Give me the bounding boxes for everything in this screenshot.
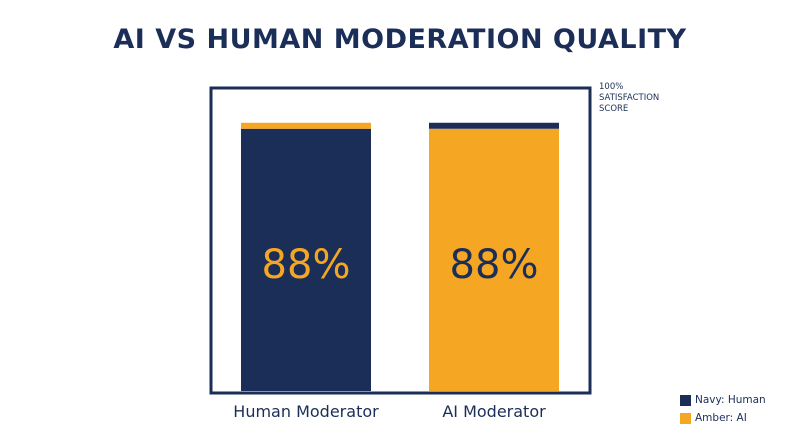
legend-item-human: Navy: Human (680, 392, 766, 408)
legend-swatch-amber (680, 412, 691, 424)
satisfaction-score-note: 100% SATISFACTION SCORE (599, 82, 659, 115)
category-label-ai: AI Moderator (442, 402, 546, 421)
top-note-line2: SATISFACTION (599, 93, 660, 103)
legend-label-ai: Amber: AI (695, 412, 747, 424)
bar-cap-ai (429, 122, 559, 129)
legend-item-ai: Amber: AI (680, 410, 766, 426)
bar-cap-human (241, 122, 371, 129)
legend-label-human: Navy: Human (695, 394, 766, 406)
top-note-line1: 100% (599, 82, 624, 92)
chart-title: AI VS HUMAN MODERATION QUALITY (113, 24, 687, 55)
legend: Navy: Human Amber: AI (680, 392, 766, 428)
category-label-human: Human Moderator (233, 402, 379, 421)
top-note-line3: SCORE (599, 104, 629, 114)
data-label-ai: 88% (450, 242, 539, 288)
legend-swatch-navy (680, 394, 691, 406)
plot-frame (209, 86, 592, 395)
data-label-human: 88% (262, 242, 351, 288)
bar-human (241, 128, 371, 391)
bar-ai (429, 128, 559, 391)
